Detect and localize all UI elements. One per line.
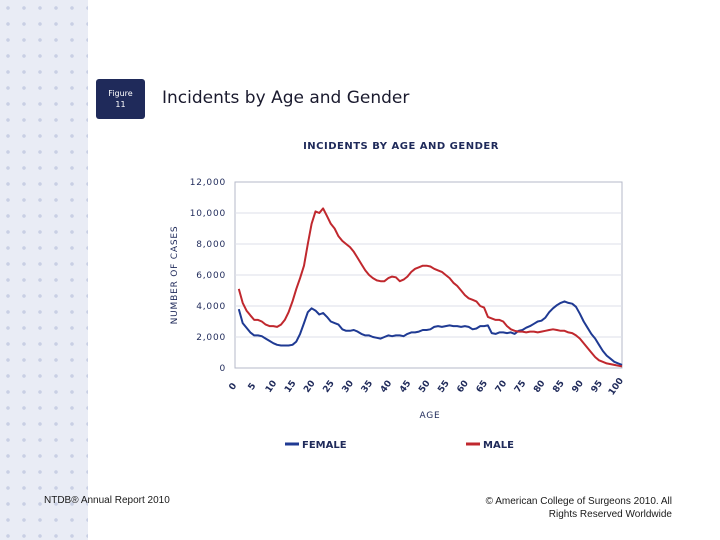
- y-tick-labels: 0 2,000 4,000 6,000 8,000 10,000 12,000: [190, 178, 226, 374]
- series-lines: [237, 207, 623, 368]
- x-tick-labels: 0 5 10 15 20 25 30 35 40 45 50 55 60 65 70 75 80 85 90 95 10…: [227, 376, 626, 397]
- y-tick-label: 4,000: [196, 302, 226, 312]
- y-tick-label: 6,000: [196, 271, 226, 281]
- y-tick-label: 0: [219, 364, 226, 374]
- x-tick-label: 40: [379, 379, 394, 395]
- y-tick-label: 8,000: [196, 240, 226, 250]
- x-tick-label: 15: [283, 379, 298, 395]
- series-line-female: [237, 300, 623, 366]
- x-tick-label: 80: [532, 379, 547, 395]
- x-tick-label: 25: [321, 379, 336, 395]
- y-axis-label: NUMBER OF CASES: [170, 226, 180, 325]
- footer-copyright-line1: © American College of Surgeons 2010. All: [485, 496, 672, 507]
- x-tick-label: 90: [571, 379, 586, 395]
- x-axis-label: AGE: [419, 411, 440, 421]
- figure-number: 11: [115, 100, 126, 109]
- y-tick-label: 2,000: [196, 333, 226, 343]
- x-tick-label: 65: [475, 379, 490, 395]
- x-tick-label: 0: [227, 381, 239, 392]
- footer-copyright: © American College of Surgeons 2010. All…: [486, 495, 672, 521]
- slide-title: Incidents by Age and Gender: [162, 88, 410, 108]
- x-tick-label: 85: [551, 379, 566, 395]
- x-tick-label: 5: [247, 381, 259, 392]
- decorative-dot-strip: [0, 0, 88, 540]
- y-tick-label: 10,000: [190, 209, 226, 219]
- legend-label-male: MALE: [483, 440, 514, 451]
- legend: FEMALE MALE: [285, 440, 514, 451]
- x-tick-label: 100: [607, 376, 626, 397]
- y-tick-label: 12,000: [190, 178, 226, 188]
- x-tick-label: 60: [456, 379, 471, 395]
- footer-copyright-line2: Rights Reserved Worldwide: [548, 509, 672, 520]
- x-tick-label: 70: [494, 379, 509, 395]
- x-tick-label: 75: [513, 379, 528, 395]
- x-tick-label: 10: [264, 379, 279, 395]
- figure-label: Figure: [108, 89, 133, 98]
- x-tick-label: 20: [302, 379, 317, 395]
- x-tick-label: 95: [590, 379, 605, 395]
- legend-label-female: FEMALE: [302, 440, 347, 451]
- x-tick-label: 55: [436, 379, 451, 395]
- x-tick-label: 50: [417, 379, 432, 395]
- series-line-male: [237, 207, 623, 368]
- figure-badge: Figure 11: [96, 79, 145, 119]
- x-tick-label: 30: [341, 379, 356, 395]
- x-tick-label: 45: [398, 379, 413, 395]
- chart-title: INCIDENTS BY AGE AND GENDER: [303, 141, 499, 152]
- footer-report-name: NTDB® Annual Report 2010: [44, 495, 170, 506]
- x-tick-label: 35: [360, 379, 375, 395]
